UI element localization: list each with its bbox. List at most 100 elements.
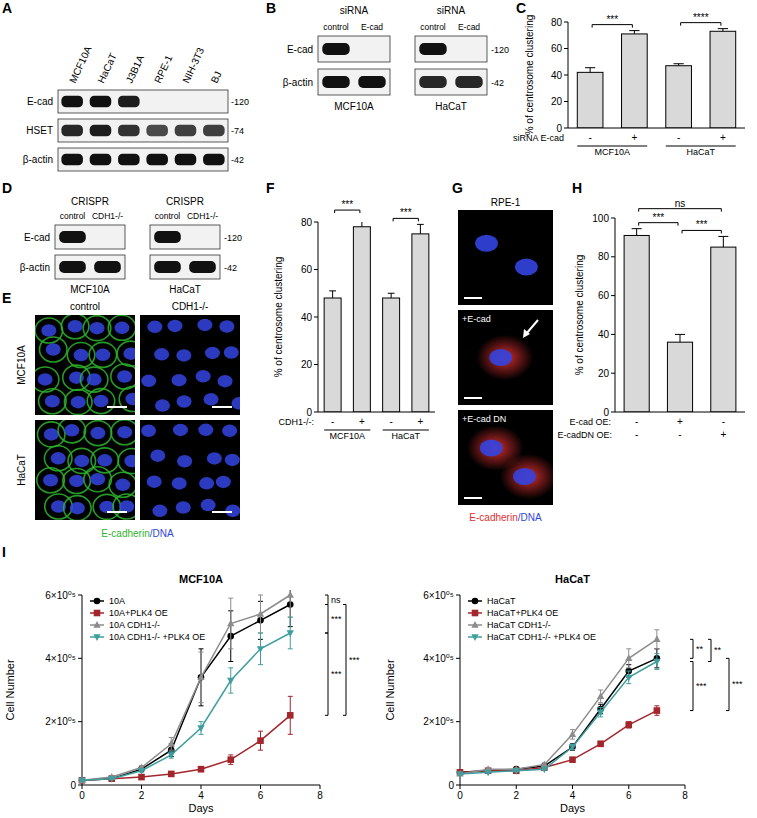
bar bbox=[624, 235, 649, 412]
category-label: - bbox=[722, 416, 725, 427]
caption: E-cadherin/DNA bbox=[469, 512, 542, 523]
nucleus bbox=[177, 395, 192, 408]
x-tick-label: 8 bbox=[682, 790, 688, 801]
significance: *** bbox=[696, 681, 707, 691]
axis-title: Cell Number bbox=[4, 659, 16, 720]
point bbox=[484, 770, 491, 777]
y-tick bbox=[78, 595, 82, 596]
y-tick bbox=[564, 22, 568, 23]
x-tick bbox=[516, 785, 517, 789]
legend-marker bbox=[472, 598, 479, 605]
blot-band bbox=[358, 76, 385, 88]
blot-header: CRISPR bbox=[71, 196, 109, 207]
mw-label: -74 bbox=[231, 126, 244, 136]
y-tick-label: 40 bbox=[301, 312, 313, 323]
nucleus bbox=[68, 320, 83, 333]
significance: *** bbox=[349, 655, 360, 665]
bar bbox=[710, 31, 736, 128]
panel-letter: A bbox=[2, 0, 12, 16]
scale-bar bbox=[107, 406, 127, 408]
blot-band bbox=[455, 76, 482, 88]
nucleus bbox=[480, 439, 503, 456]
significance: *** bbox=[696, 219, 708, 230]
y-tick-label: 80 bbox=[551, 17, 563, 28]
x-tick bbox=[320, 785, 321, 789]
mw-label: -120 bbox=[491, 45, 509, 55]
significance-bracket bbox=[325, 605, 328, 634]
y-tick bbox=[78, 721, 82, 722]
point bbox=[108, 776, 115, 783]
membrane bbox=[37, 468, 65, 493]
column-label: CDH1-/- bbox=[172, 301, 209, 312]
blot-band bbox=[59, 231, 86, 243]
error-bar bbox=[388, 293, 395, 298]
point bbox=[653, 659, 660, 666]
cells bbox=[141, 319, 240, 412]
membrane bbox=[64, 496, 92, 520]
nucleus bbox=[152, 505, 167, 518]
nucleus bbox=[513, 468, 536, 485]
lane-label: NIH-3T3 bbox=[180, 46, 206, 85]
cells bbox=[476, 320, 538, 380]
blot-band bbox=[419, 43, 446, 55]
point bbox=[625, 654, 632, 661]
blot-band bbox=[146, 154, 168, 166]
mw-label: -42 bbox=[224, 263, 237, 273]
lane-label: J3B1A bbox=[124, 53, 147, 85]
nucleus bbox=[74, 349, 89, 362]
y-tick bbox=[456, 785, 460, 786]
blot-frame bbox=[150, 225, 220, 249]
lane-label: E-cad bbox=[361, 22, 383, 32]
nucleus bbox=[218, 375, 233, 388]
nucleus bbox=[172, 374, 187, 387]
group-label: HaCaT bbox=[391, 431, 420, 441]
mw-label: -42 bbox=[231, 155, 244, 165]
legend-entry: HaCaT bbox=[468, 596, 516, 606]
point bbox=[138, 768, 145, 775]
caption: E-cadherin/DNA bbox=[101, 528, 174, 539]
membrane bbox=[39, 389, 67, 414]
point bbox=[168, 771, 175, 778]
axis-title: Days bbox=[560, 802, 586, 814]
y-tick-label: 60 bbox=[301, 264, 313, 275]
x-tick-label: 4 bbox=[198, 790, 204, 801]
blot-band bbox=[203, 96, 225, 108]
point bbox=[456, 771, 463, 778]
row-label: β-actin bbox=[20, 262, 50, 273]
point bbox=[541, 760, 548, 767]
point bbox=[513, 768, 520, 775]
membrane bbox=[118, 449, 135, 474]
y-tick-label: 2×10⁰⁵ bbox=[45, 716, 76, 727]
nucleus bbox=[205, 347, 220, 360]
y-tick bbox=[456, 658, 460, 659]
bar bbox=[324, 298, 341, 412]
error-bar bbox=[673, 64, 683, 66]
nucleus bbox=[176, 501, 191, 514]
x-tick-label: 2 bbox=[139, 790, 145, 801]
significance: *** bbox=[652, 212, 664, 223]
mw-label: -120 bbox=[224, 233, 242, 243]
row-label: E-cad bbox=[27, 96, 53, 107]
blot-frame bbox=[55, 225, 125, 249]
axis-title: % of centrosome clustering bbox=[273, 257, 284, 378]
nucleus bbox=[225, 504, 240, 516]
nucleus bbox=[515, 258, 538, 275]
significance-bracket bbox=[708, 639, 711, 661]
point bbox=[625, 722, 632, 729]
blot-band bbox=[154, 231, 181, 243]
significance-bracket bbox=[726, 658, 729, 710]
blot-band bbox=[59, 261, 86, 273]
chart-title: MCF10A bbox=[179, 573, 223, 585]
nucleus bbox=[167, 320, 182, 333]
y-tick bbox=[564, 75, 568, 76]
blot-band bbox=[90, 154, 112, 166]
nucleus bbox=[124, 455, 135, 468]
category-label: - bbox=[635, 416, 638, 427]
significance-bracket bbox=[682, 230, 721, 233]
x-tick-label: 0 bbox=[79, 790, 85, 801]
point bbox=[168, 752, 175, 759]
membrane bbox=[111, 364, 135, 389]
point bbox=[78, 778, 85, 785]
point bbox=[287, 712, 294, 719]
y-tick bbox=[456, 595, 460, 596]
